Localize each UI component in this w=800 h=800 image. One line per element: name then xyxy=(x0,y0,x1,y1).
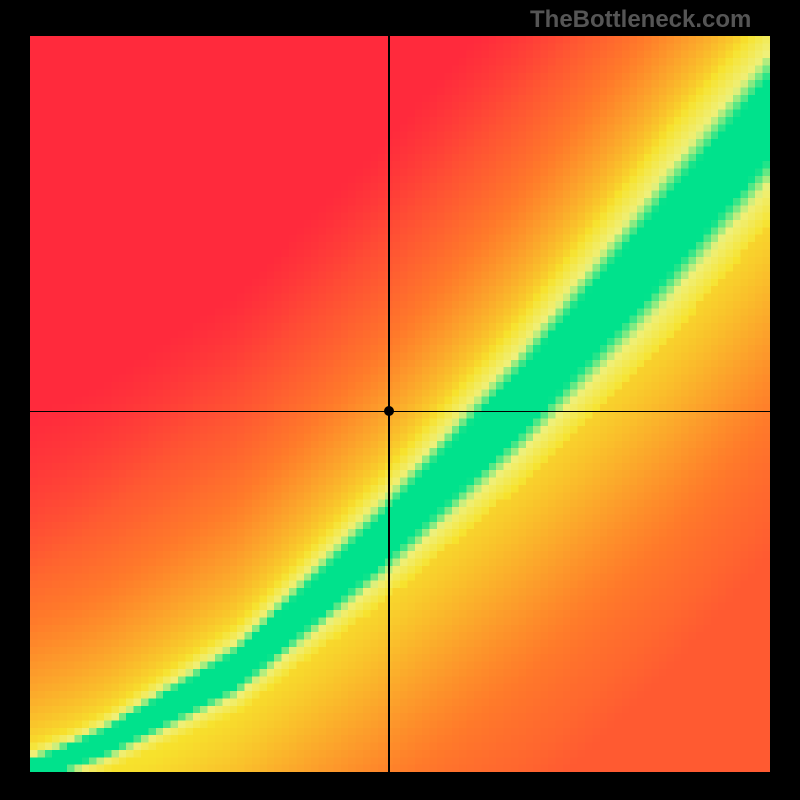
bottleneck-heatmap xyxy=(30,36,770,772)
watermark-text: TheBottleneck.com xyxy=(530,6,751,34)
crosshair-horizontal xyxy=(30,411,770,413)
crosshair-vertical xyxy=(388,36,390,772)
